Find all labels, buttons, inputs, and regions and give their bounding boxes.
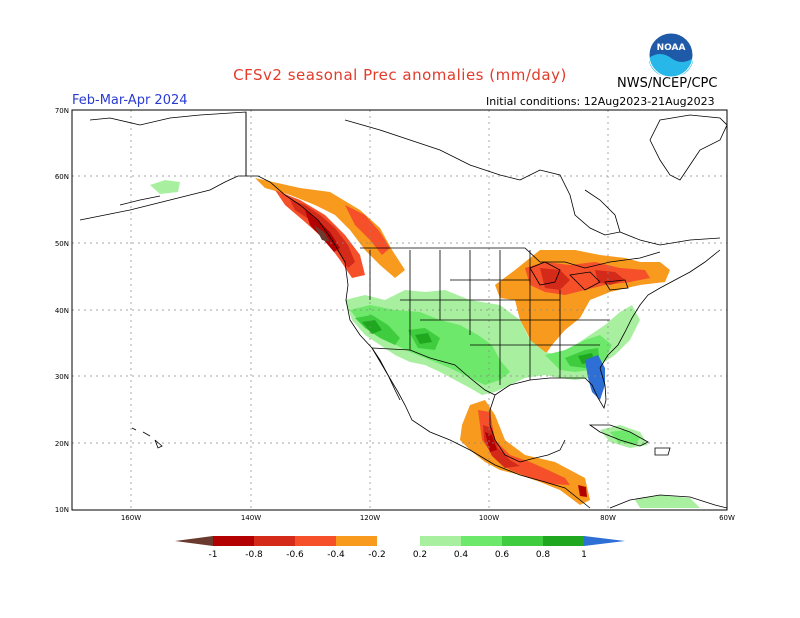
lat-label-60n: 60N xyxy=(55,173,69,181)
map-frame xyxy=(71,109,728,511)
colorbar-label-08: 0.8 xyxy=(536,550,551,560)
colorbar-segment-above-1 xyxy=(584,536,625,546)
colorbar-segment-04-06 xyxy=(461,536,502,546)
noaa-logo-icon: NOAA xyxy=(648,32,694,78)
colorbar-label-04: 0.4 xyxy=(454,550,469,560)
colorbar-label-minus02: -0.2 xyxy=(368,550,386,560)
dry-anomaly-extreme xyxy=(314,225,330,242)
colorbar-label-minus04: -0.4 xyxy=(327,550,345,560)
colorbar-segment-minus08-minus06 xyxy=(254,536,295,546)
colorbar-segment-minus04-minus02 xyxy=(336,536,377,546)
lon-label-160w: 160W xyxy=(121,514,141,522)
lat-label-40n: 40N xyxy=(55,307,69,315)
colorbar-label-minus08: -0.8 xyxy=(245,550,263,560)
wet-anomaly-extreme xyxy=(585,355,605,400)
colorbar: -1 -0.8 -0.6 -0.4 -0.2 0.2 0.4 0.6 0.8 1 xyxy=(175,536,625,560)
lat-label-70n: 70N xyxy=(55,107,69,115)
lon-label-140w: 140W xyxy=(241,514,261,522)
colorbar-segment-02-04 xyxy=(420,536,461,546)
anomaly-shading xyxy=(150,178,700,508)
lat-lon-grid xyxy=(72,110,727,510)
colorbar-segment-minus06-minus04 xyxy=(295,536,336,546)
colorbar-segment-06-08 xyxy=(502,536,543,546)
colorbar-segment-below-minus-1 xyxy=(175,536,213,546)
colorbar-label-02: 0.2 xyxy=(413,550,427,560)
lat-label-30n: 30N xyxy=(55,373,69,381)
colorbar-segment-neutral xyxy=(377,536,420,546)
colorbar-segment-minus1-minus08 xyxy=(213,536,254,546)
colorbar-label-1: 1 xyxy=(581,550,587,560)
colorbar-label-minus1: -1 xyxy=(209,550,218,560)
lat-label-50n: 50N xyxy=(55,240,69,248)
lon-label-80w: 80W xyxy=(600,514,616,522)
lat-label-20n: 20N xyxy=(55,440,69,448)
lat-label-10n: 10N xyxy=(55,506,69,514)
lon-label-60w: 60W xyxy=(719,514,735,522)
colorbar-label-06: 0.6 xyxy=(495,550,510,560)
lon-label-120w: 120W xyxy=(360,514,380,522)
lon-label-100w: 100W xyxy=(479,514,499,522)
agency-label: NWS/NCEP/CPC xyxy=(617,76,718,91)
initial-conditions-label: Initial conditions: 12Aug2023-21Aug2023 xyxy=(486,95,715,108)
coastlines xyxy=(79,111,727,509)
season-label: Feb-Mar-Apr 2024 xyxy=(72,93,188,108)
colorbar-segment-08-1 xyxy=(543,536,584,546)
map-title: CFSv2 seasonal Prec anomalies (mm/day) xyxy=(233,66,567,84)
colorbar-label-minus06: -0.6 xyxy=(286,550,304,560)
logo-text: NOAA xyxy=(657,43,686,53)
